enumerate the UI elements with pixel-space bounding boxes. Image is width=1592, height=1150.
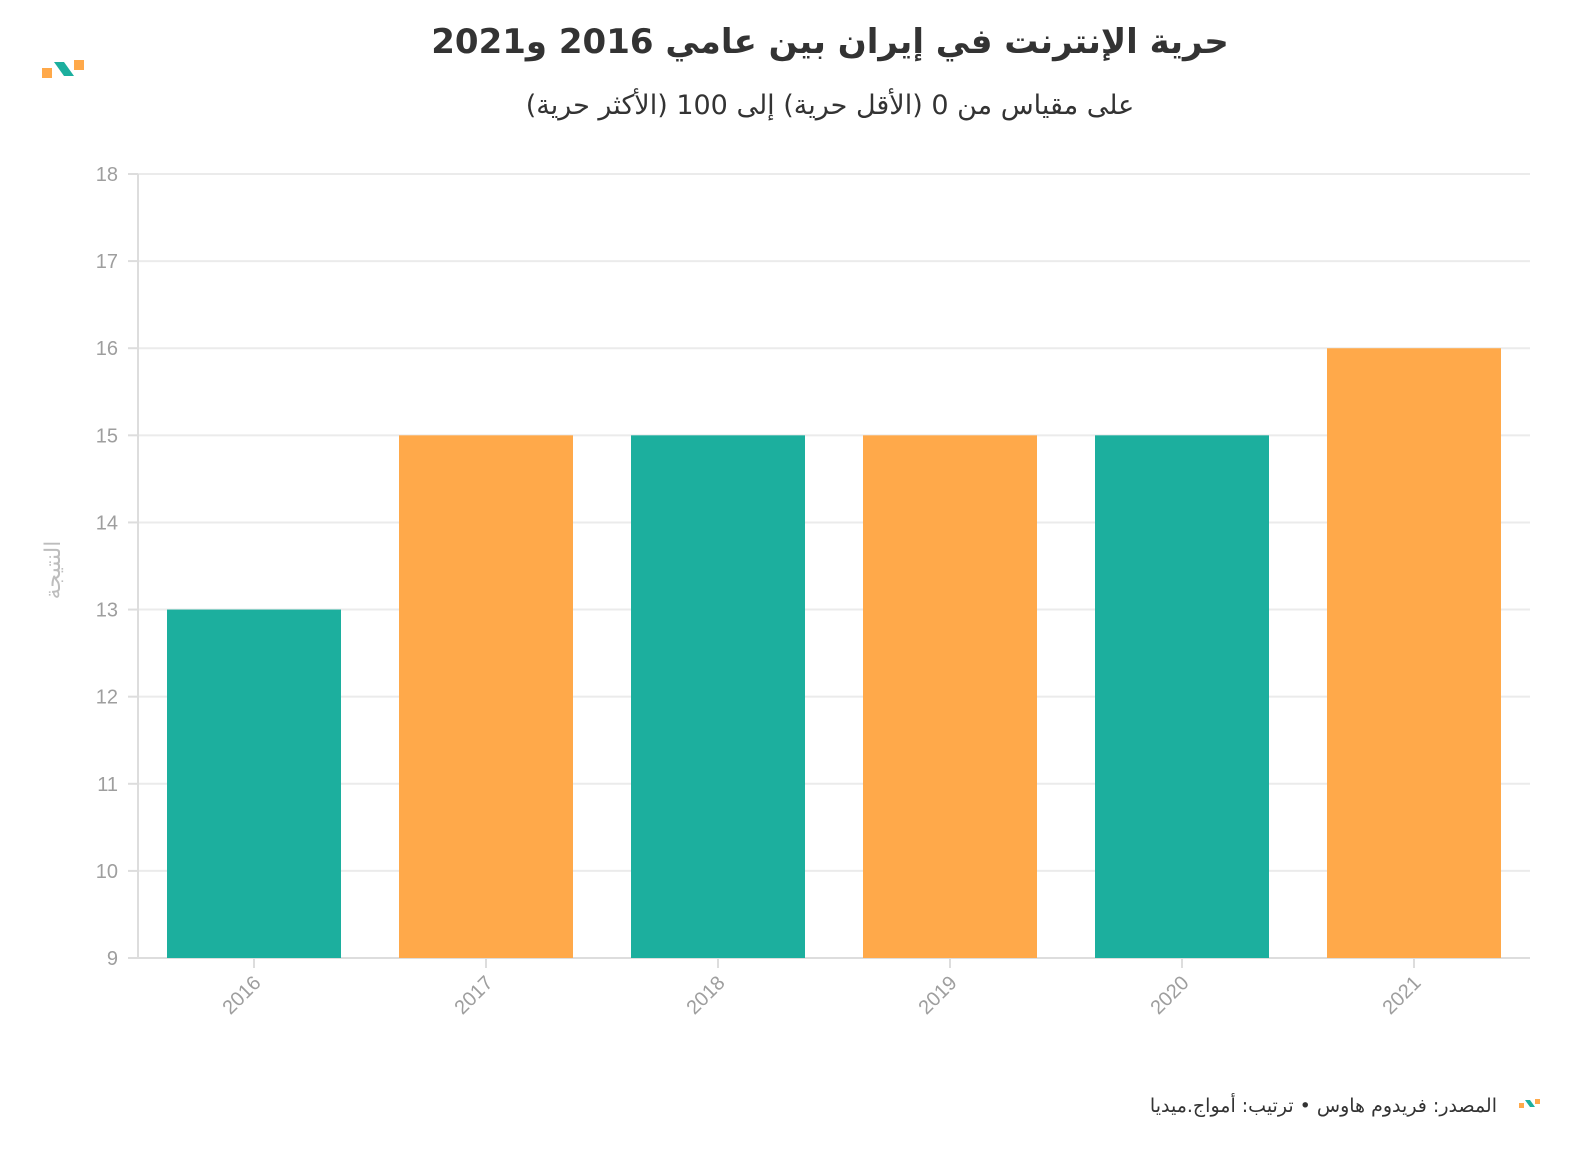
bar-2016 [167, 609, 341, 958]
bar-2020 [1095, 435, 1269, 958]
x-tick-label: 2021 [1379, 972, 1426, 1019]
y-tick-label: 16 [96, 338, 118, 360]
y-tick-label: 13 [96, 600, 118, 622]
footer-logo-icon [1519, 1099, 1540, 1108]
x-tick-label: 2018 [683, 972, 730, 1019]
chart-title: حرية الإنترنت في إيران بين عامي 2016 و20… [431, 22, 1229, 62]
bar-2017 [399, 435, 573, 958]
bar-chart: 9 10 11 12 13 14 15 16 17 18 النتيجة 2016 2017 2018 20… [41, 164, 1530, 1019]
y-tick-label: 17 [96, 251, 118, 273]
source-credit: المصدر: فريدوم هاوس • ترتيب: أمواج.ميديا [1149, 1095, 1497, 1117]
x-tick-label: 2020 [1147, 972, 1194, 1019]
y-axis-label: النتيجة [41, 541, 66, 600]
x-tick-label: 2017 [451, 972, 498, 1019]
bar-2021 [1327, 348, 1501, 958]
bar-2018 [631, 435, 805, 958]
y-tick-label: 14 [96, 512, 118, 534]
y-tick-label: 15 [96, 425, 118, 447]
x-tick-label: 2019 [915, 972, 962, 1019]
brand-logo-icon [42, 60, 84, 78]
x-tick-label: 2016 [219, 972, 266, 1019]
y-tick-label: 11 [97, 774, 118, 796]
y-tick-label: 12 [96, 687, 118, 709]
y-tick-label: 18 [96, 164, 118, 186]
y-tick-label: 10 [96, 861, 118, 883]
bar-2019 [863, 435, 1037, 958]
y-tick-label: 9 [107, 948, 118, 970]
chart-subtitle: على مقياس من 0 (الأقل حرية) إلى 100 (الأ… [525, 90, 1135, 121]
